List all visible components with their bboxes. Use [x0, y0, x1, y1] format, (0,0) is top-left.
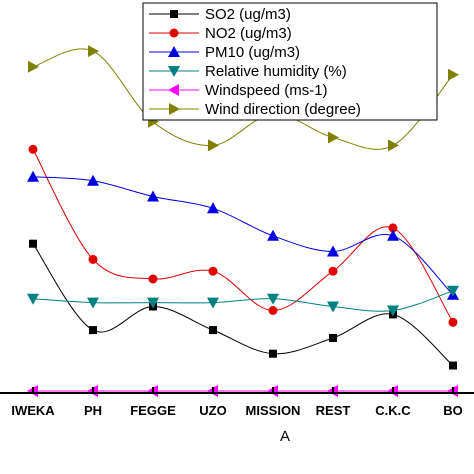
data-point [27, 170, 39, 182]
data-point [89, 326, 97, 335]
x-axis: IWEKA PH FEGGE UZO MISSION REST C.K.C BO [0, 387, 474, 418]
legend-entry: Relative humidity (%) [149, 63, 347, 80]
data-point [147, 297, 159, 309]
legend-marker [170, 10, 178, 18]
data-point [87, 297, 99, 309]
data-point [448, 317, 458, 327]
data-point [388, 223, 398, 233]
data-point [87, 174, 99, 186]
data-point [148, 274, 158, 284]
data-point [328, 266, 338, 276]
data-point [327, 245, 339, 257]
data-point [387, 229, 399, 241]
x-tick-label: REST [316, 403, 351, 418]
legend-entry: PM10 (ug/m3) [149, 44, 300, 61]
legend-marker [168, 84, 179, 96]
data-point [329, 334, 337, 342]
data-point [268, 306, 278, 315]
series-3 [27, 285, 459, 317]
data-point [88, 254, 98, 264]
x-tick-label: BO [443, 403, 463, 418]
legend: SO2 (ug/m3) NO2 (ug/m3) PM10 (ug/m3) Relati… [142, 2, 438, 121]
legend-label: Relative humidity (%) [205, 63, 347, 80]
legend-entry: NO2 (ug/m3) [149, 25, 292, 42]
x-tick-label: C.K.C [375, 403, 411, 418]
data-point [28, 60, 39, 73]
series-1 [28, 144, 458, 327]
legend-marker [168, 66, 180, 77]
legend-label: SO2 (ug/m3) [205, 6, 291, 23]
data-point [328, 131, 339, 144]
data-point [207, 202, 219, 214]
data-point [209, 326, 217, 335]
series-2 [27, 170, 459, 300]
legend-label: Windspeed (ms-1) [205, 82, 328, 99]
x-axis-title: A [280, 428, 290, 445]
legend-box [142, 2, 438, 121]
legend-label: Wind direction (degree) [205, 101, 361, 118]
legend-label: NO2 (ug/m3) [205, 25, 292, 42]
data-point [387, 305, 399, 317]
x-tick-label: IWEKA [11, 403, 55, 418]
data-point [28, 144, 38, 154]
data-point [208, 266, 218, 276]
legend-entry: SO2 (ug/m3) [149, 6, 291, 23]
data-point [449, 361, 457, 370]
legend-marker [168, 46, 180, 57]
data-point [388, 139, 399, 152]
series-line [32, 290, 454, 312]
x-tick-label: UZO [199, 403, 226, 418]
x-tick-label: FEGGE [130, 403, 176, 418]
legend-marker [169, 103, 180, 115]
data-point [327, 301, 339, 313]
data-point [27, 293, 39, 305]
legend-entry: Wind direction (degree) [149, 101, 361, 118]
data-point [29, 239, 37, 248]
x-tick-label: MISSION [246, 403, 301, 418]
data-point [207, 297, 219, 309]
data-point [208, 139, 219, 152]
data-point [267, 293, 279, 305]
x-tick-label: PH [84, 403, 102, 418]
data-point [147, 190, 159, 202]
data-point [267, 229, 279, 241]
data-point [269, 349, 277, 358]
data-point [447, 285, 459, 297]
legend-entry: Windspeed (ms-1) [149, 82, 328, 99]
data-point [88, 45, 99, 58]
data-point [448, 68, 459, 81]
legend-marker [169, 28, 179, 38]
legend-label: PM10 (ug/m3) [205, 44, 300, 61]
